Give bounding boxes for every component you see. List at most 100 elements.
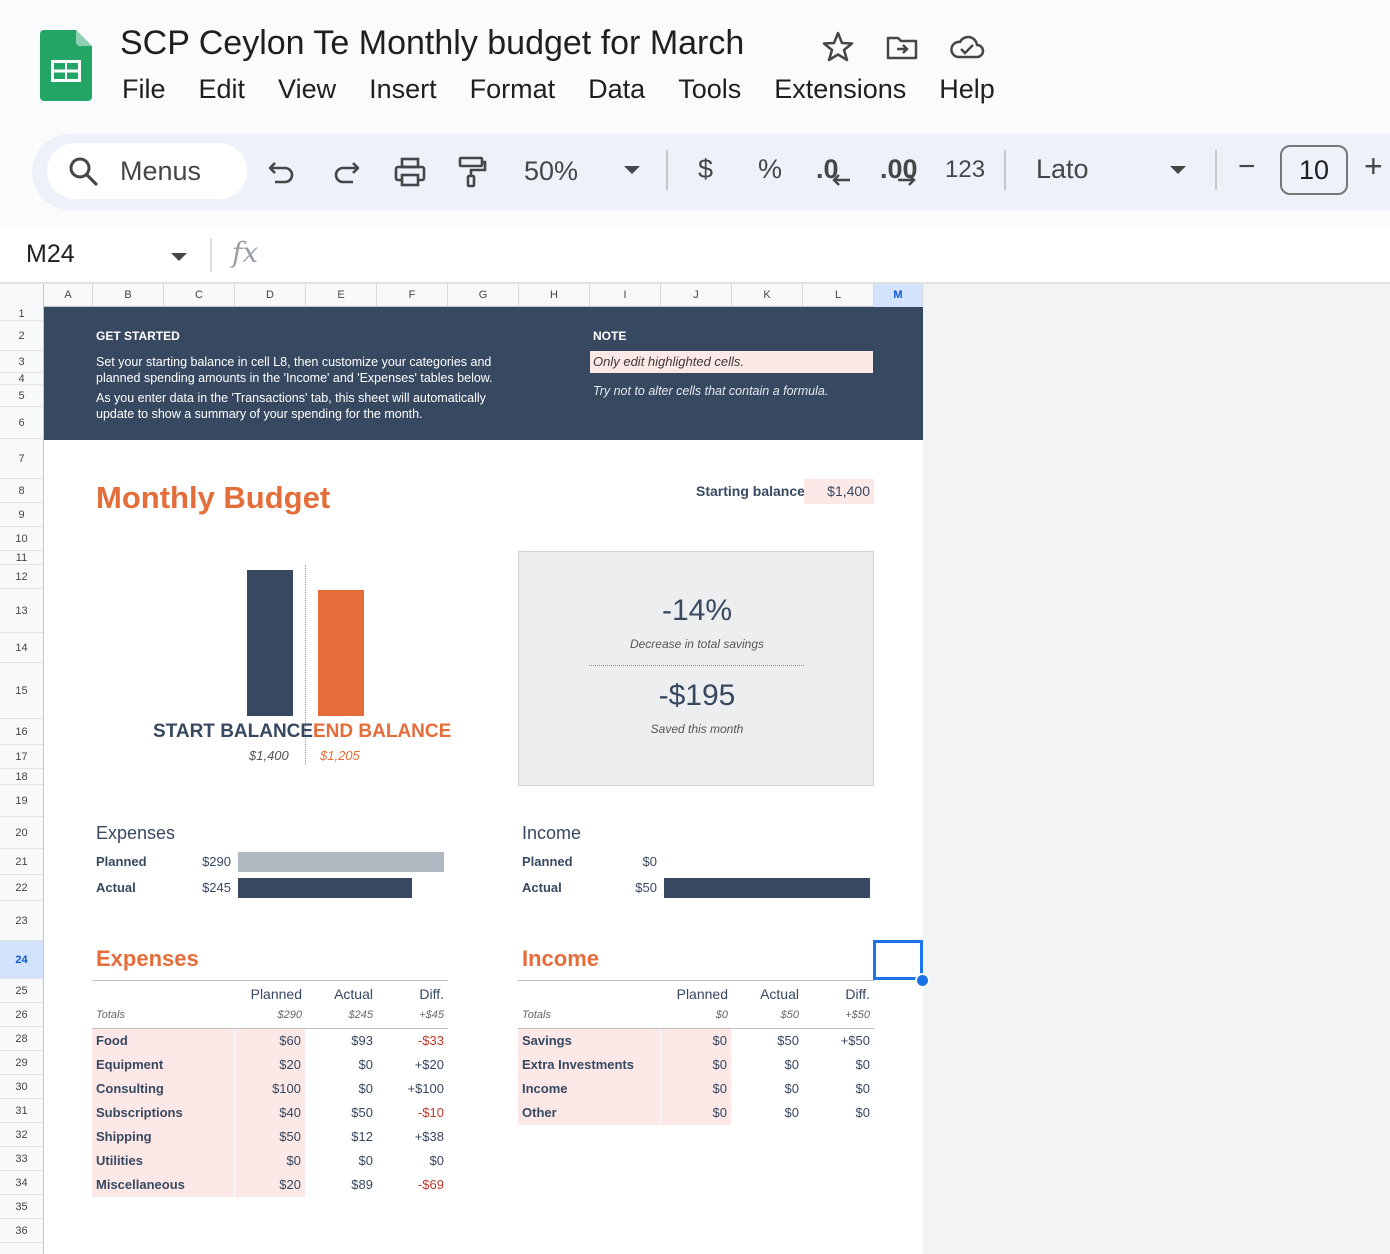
currency-format-button[interactable]: $ <box>698 154 714 184</box>
menu-insert[interactable]: Insert <box>369 74 437 104</box>
row-header[interactable]: 8 <box>0 479 43 503</box>
income-category-extra-investments[interactable]: Extra Investments <box>518 1053 660 1077</box>
row-header[interactable]: 14 <box>0 633 43 663</box>
row-header[interactable]: 11 <box>0 551 43 565</box>
expense-category-utilities[interactable]: Utilities <box>92 1149 234 1173</box>
menu-data[interactable]: Data <box>588 74 646 104</box>
font-size-input[interactable]: 10 <box>1280 145 1348 195</box>
column-header-b[interactable]: B <box>93 284 164 307</box>
row-header[interactable]: 9 <box>0 503 43 527</box>
redo-icon[interactable] <box>328 154 364 190</box>
row-header[interactable]: 29 <box>0 1051 43 1075</box>
row-header[interactable]: 21 <box>0 849 43 875</box>
decrease-font-size-button[interactable]: − <box>1238 150 1256 183</box>
sheets-logo-icon[interactable] <box>40 30 92 101</box>
row-header[interactable]: 32 <box>0 1123 43 1147</box>
decrease-decimal-button[interactable]: .0 <box>816 154 839 184</box>
percent-format-button[interactable]: % <box>758 154 783 184</box>
row-header[interactable]: 5 <box>0 385 43 407</box>
font-family-select[interactable]: Lato <box>1036 154 1089 184</box>
expense-planned-food[interactable]: $60 <box>235 1029 305 1053</box>
search-menus-button[interactable]: Menus <box>47 143 247 199</box>
grid-empty-area[interactable] <box>923 284 1390 1254</box>
row-header[interactable]: 10 <box>0 527 43 551</box>
menu-edit[interactable]: Edit <box>198 74 246 104</box>
expense-category-shipping[interactable]: Shipping <box>92 1125 234 1149</box>
menu-extensions[interactable]: Extensions <box>774 74 907 104</box>
row-header[interactable]: 36 <box>0 1219 43 1243</box>
row-header[interactable]: 25 <box>0 979 43 1003</box>
font-dropdown-icon[interactable] <box>1168 160 1188 180</box>
star-icon[interactable] <box>821 30 855 64</box>
column-header-l[interactable]: L <box>803 284 874 307</box>
income-planned-other[interactable]: $0 <box>661 1101 731 1125</box>
paint-format-icon[interactable] <box>454 154 490 190</box>
column-header-c[interactable]: C <box>164 284 235 307</box>
column-header-d[interactable]: D <box>235 284 306 307</box>
row-header[interactable]: 30 <box>0 1075 43 1099</box>
income-category-other[interactable]: Other <box>518 1101 660 1125</box>
select-all-corner[interactable] <box>0 284 44 307</box>
name-box-dropdown-icon[interactable] <box>170 251 188 263</box>
row-header[interactable]: 18 <box>0 769 43 785</box>
expense-category-food[interactable]: Food <box>92 1029 234 1053</box>
row-header[interactable]: 7 <box>0 439 43 479</box>
menu-format[interactable]: Format <box>469 74 556 104</box>
note-highlight-cell[interactable]: Only edit highlighted cells. <box>590 351 873 373</box>
fill-handle[interactable] <box>915 973 930 988</box>
expense-planned-utilities[interactable]: $0 <box>235 1149 305 1173</box>
column-header-h[interactable]: H <box>519 284 590 307</box>
column-header-i[interactable]: I <box>590 284 661 307</box>
expense-planned-shipping[interactable]: $50 <box>235 1125 305 1149</box>
expense-planned-subscriptions[interactable]: $40 <box>235 1101 305 1125</box>
menu-view[interactable]: View <box>278 74 337 104</box>
expense-planned-miscellaneous[interactable]: $20 <box>235 1173 305 1197</box>
income-planned-extra-investments[interactable]: $0 <box>661 1053 731 1077</box>
name-box[interactable]: M24 <box>26 240 75 268</box>
menu-file[interactable]: File <box>122 74 166 104</box>
expense-planned-consulting[interactable]: $100 <box>235 1077 305 1101</box>
expense-category-consulting[interactable]: Consulting <box>92 1077 234 1101</box>
zoom-dropdown-icon[interactable] <box>622 160 642 180</box>
row-header[interactable]: 1 <box>0 307 43 321</box>
row-header[interactable]: 20 <box>0 817 43 849</box>
income-planned-savings[interactable]: $0 <box>661 1029 731 1053</box>
column-header-e[interactable]: E <box>306 284 377 307</box>
row-header[interactable]: 17 <box>0 745 43 769</box>
undo-icon[interactable] <box>264 154 300 190</box>
column-header-j[interactable]: J <box>661 284 732 307</box>
income-category-income[interactable]: Income <box>518 1077 660 1101</box>
more-formats-button[interactable]: 123 <box>945 156 986 183</box>
row-header[interactable]: 2 <box>0 321 43 351</box>
zoom-value[interactable]: 50% <box>524 156 579 186</box>
row-header[interactable]: 4 <box>0 373 43 385</box>
row-header[interactable]: 28 <box>0 1027 43 1051</box>
expense-category-subscriptions[interactable]: Subscriptions <box>92 1101 234 1125</box>
menu-help[interactable]: Help <box>939 74 995 104</box>
column-header-m[interactable]: M <box>874 284 923 307</box>
column-header-f[interactable]: F <box>377 284 448 307</box>
print-icon[interactable] <box>392 154 428 190</box>
row-header[interactable]: 26 <box>0 1003 43 1027</box>
selected-cell[interactable] <box>873 940 923 980</box>
row-header[interactable]: 12 <box>0 565 43 589</box>
menu-tools[interactable]: Tools <box>678 74 742 104</box>
row-header[interactable]: 13 <box>0 589 43 633</box>
move-folder-icon[interactable] <box>885 30 919 64</box>
row-header[interactable]: 31 <box>0 1099 43 1123</box>
expense-category-miscellaneous[interactable]: Miscellaneous <box>92 1173 234 1197</box>
row-header[interactable]: 3 <box>0 351 43 373</box>
document-title[interactable]: SCP Ceylon Te Monthly budget for March <box>120 24 745 62</box>
row-header[interactable]: 34 <box>0 1171 43 1195</box>
row-header[interactable]: 6 <box>0 407 43 439</box>
row-header[interactable]: 19 <box>0 785 43 817</box>
column-header-g[interactable]: G <box>448 284 519 307</box>
row-header[interactable]: 16 <box>0 719 43 745</box>
income-planned-income[interactable]: $0 <box>661 1077 731 1101</box>
expense-category-equipment[interactable]: Equipment <box>92 1053 234 1077</box>
row-header-active[interactable]: 24 <box>0 941 43 979</box>
cloud-saved-icon[interactable] <box>948 30 986 64</box>
increase-font-size-button[interactable]: + <box>1364 148 1383 184</box>
row-header[interactable]: 33 <box>0 1147 43 1171</box>
expense-planned-equipment[interactable]: $20 <box>235 1053 305 1077</box>
